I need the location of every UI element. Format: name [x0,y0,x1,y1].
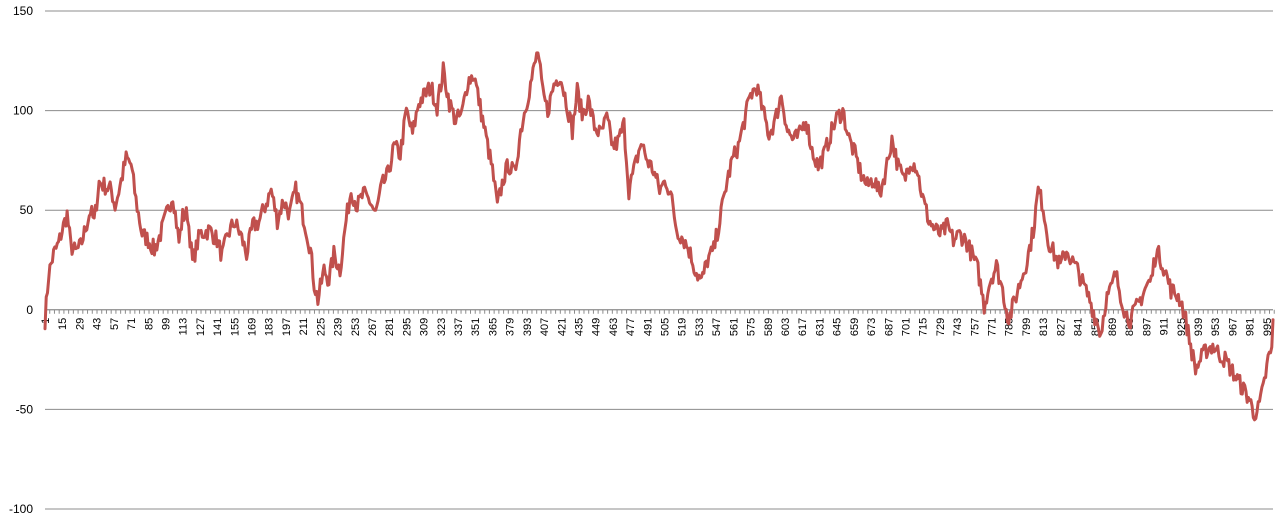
x-tick-label: 71 [126,318,138,330]
x-tick-label: 687 [883,318,895,336]
x-tick-label: 253 [350,318,362,336]
series-layer [43,51,1275,422]
x-tick-label: 519 [677,318,689,336]
x-tick-label: 141 [212,318,224,336]
x-tick-label: 631 [814,318,826,336]
y-tick-label: -50 [16,402,34,416]
x-tick-label: 169 [247,318,259,336]
x-tick-label: 113 [178,318,190,336]
x-tick-label: 491 [642,318,654,336]
x-tick-label: 813 [1038,318,1050,336]
y-tick-label: 150 [13,4,33,18]
x-tick-label: 155 [229,318,241,336]
x-tick-label: 673 [866,318,878,336]
x-tick-label: 365 [487,318,499,336]
x-tick-label: 589 [763,318,775,336]
x-tick-label: 477 [625,318,637,336]
x-tick-label: 771 [987,318,999,336]
x-tick-label: 505 [660,318,672,336]
x-tick-label: 463 [608,318,620,336]
x-tick-label: 281 [384,318,396,336]
x-tick-label: 995 [1262,318,1274,336]
x-tick-label: 981 [1245,318,1257,336]
x-tick-label: 127 [195,318,207,336]
x-tick-label: 225 [315,318,327,336]
x-tick-label: 659 [849,318,861,336]
x-tick-label: 43 [92,318,104,330]
x-tick-label: 729 [935,318,947,336]
x-tick-label: 295 [401,318,413,336]
x-tick-label: 799 [1021,318,1033,336]
x-tick-label: 29 [74,318,86,330]
x-axis-ticks [44,309,1275,314]
x-tick-label: 421 [556,318,568,336]
x-tick-label: 743 [952,318,964,336]
x-tick-label: 99 [160,318,172,330]
x-tick-label: 953 [1210,318,1222,336]
x-tick-label: 85 [143,318,155,330]
x-tick-label: 379 [505,318,517,336]
x-tick-label: 701 [900,318,912,336]
x-tick-label: 533 [694,318,706,336]
y-axis-tick-labels: -100 -50 0 50 100 150 [9,4,33,516]
x-tick-label: 869 [1107,318,1119,336]
x-tick-label: 561 [728,318,740,336]
x-tick-label: 967 [1227,318,1239,336]
y-tick-label: 50 [20,203,34,217]
x-tick-label: 897 [1141,318,1153,336]
x-tick-label: 407 [539,318,551,336]
x-tick-label: 183 [264,318,276,336]
x-tick-label: 309 [419,318,431,336]
x-tick-label: 323 [436,318,448,336]
x-tick-label: 715 [918,318,930,336]
x-tick-label: 575 [746,318,758,336]
x-axis [44,309,1275,314]
y-tick-label: 0 [26,303,33,317]
y-tick-label: -100 [9,502,33,516]
x-tick-label: 267 [367,318,379,336]
x-tick-label: 645 [832,318,844,336]
x-tick-label: 197 [281,318,293,336]
x-tick-label: 393 [522,318,534,336]
x-tick-label: 15 [57,318,69,330]
series-line [43,51,1275,422]
x-tick-label: 239 [333,318,345,336]
x-tick-label: 211 [298,318,310,336]
x-tick-label: 617 [797,318,809,336]
x-tick-label: 351 [470,318,482,336]
x-tick-label: 57 [109,318,121,330]
x-tick-label: 939 [1193,318,1205,336]
x-tick-label: 449 [591,318,603,336]
x-tick-label: 757 [969,318,981,336]
x-tick-label: 547 [711,318,723,336]
x-tick-label: 911 [1159,318,1171,336]
x-tick-label: 435 [573,318,585,336]
x-tick-label: 827 [1055,318,1067,336]
y-tick-label: 100 [13,104,33,118]
x-tick-label: 603 [780,318,792,336]
x-tick-label: 841 [1073,318,1085,336]
x-tick-label: 337 [453,318,465,336]
